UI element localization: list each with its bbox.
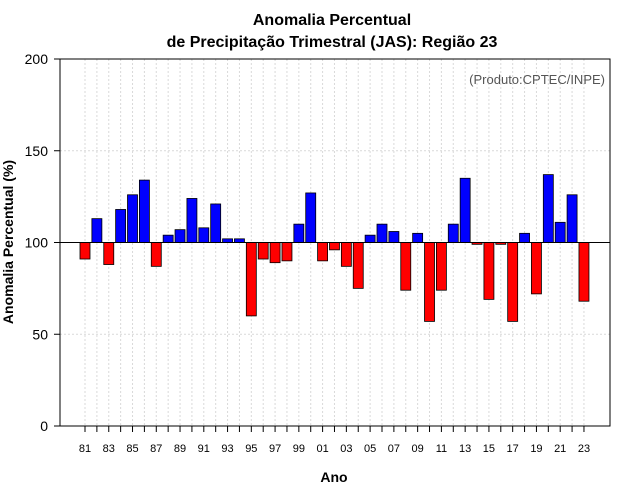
bar-2008 (400, 242, 412, 291)
bar-1988 (162, 234, 174, 243)
bar-1987 (150, 242, 162, 267)
x-tick-label: 81 (79, 443, 91, 455)
x-tick-label: 97 (269, 443, 281, 455)
x-tick-label: 99 (293, 443, 305, 455)
bar-2007 (388, 231, 400, 243)
bar-1990 (186, 198, 198, 243)
grid (60, 59, 610, 426)
y-tick-label: 50 (32, 326, 48, 342)
bar-2013 (459, 177, 471, 243)
bar-1998 (281, 242, 293, 262)
bar-1992 (210, 203, 222, 243)
bar-1996 (257, 242, 269, 260)
credit-text: (Produto:CPTEC/INPE) (469, 72, 605, 87)
y-tick-label: 100 (25, 235, 49, 251)
bar-2003 (340, 242, 352, 267)
bar-2020 (542, 174, 554, 243)
bar-2021 (554, 221, 566, 243)
x-tick-label: 01 (316, 443, 328, 455)
bar-2000 (305, 192, 317, 243)
bar-1999 (293, 223, 305, 243)
x-tick-label: 93 (221, 443, 233, 455)
bar-1991 (198, 227, 210, 243)
bar-1984 (115, 209, 127, 243)
x-tick-label: 19 (530, 443, 542, 455)
x-tick-label: 09 (412, 443, 424, 455)
chart-title-line2: de Precipitação Trimestral (JAS): Região… (167, 34, 498, 51)
bar-2017 (507, 242, 519, 322)
x-tick-label: 05 (364, 443, 376, 455)
y-axis: 0 50 100 150 200 (25, 51, 60, 434)
y-axis-label: Anomalia Percentual (%) (0, 160, 16, 324)
bar-1983 (103, 242, 115, 265)
x-axis: 81 83 85 87 89 91 93 95 97 99 01 03 05 07 09 11 13 15 17 19… (79, 426, 590, 455)
bars (79, 174, 590, 322)
bar-2004 (352, 242, 364, 289)
chart-title-line1: Anomalia Percentual (253, 12, 411, 29)
x-tick-label: 89 (174, 443, 186, 455)
y-tick-label: 0 (40, 418, 48, 434)
x-tick-label: 15 (483, 443, 495, 455)
bar-1986 (138, 179, 150, 243)
y-tick-label: 200 (25, 51, 49, 67)
bar-1985 (127, 194, 138, 243)
bar-2009 (412, 232, 424, 243)
x-tick-label: 91 (198, 443, 210, 455)
bar-2015 (483, 242, 495, 300)
bar-2011 (435, 242, 447, 291)
bar-2019 (531, 242, 542, 295)
x-tick-label: 21 (554, 443, 566, 455)
x-tick-label: 13 (459, 443, 471, 455)
bar-2022 (566, 194, 578, 243)
bar-2023 (578, 242, 590, 302)
bar-2012 (447, 223, 459, 243)
bar-1989 (174, 229, 186, 243)
bar-2006 (376, 223, 388, 243)
x-tick-label: 17 (507, 443, 519, 455)
y-tick-label: 150 (25, 143, 49, 159)
bar-1981 (79, 242, 91, 260)
bar-1994 (234, 238, 245, 243)
bar-2001 (317, 242, 329, 262)
x-axis-label: Ano (320, 469, 347, 485)
bar-1997 (269, 242, 281, 264)
x-tick-label: 03 (340, 443, 352, 455)
x-tick-label: 95 (245, 443, 257, 455)
x-tick-label: 11 (436, 443, 447, 455)
bar-1995 (245, 242, 257, 317)
x-tick-label: 83 (103, 443, 115, 455)
bar-2002 (329, 242, 340, 251)
bar-2010 (424, 242, 435, 322)
bar-2005 (364, 234, 376, 243)
x-tick-label: 07 (388, 443, 400, 455)
x-tick-label: 23 (578, 443, 590, 455)
x-tick-label: 87 (150, 443, 162, 455)
bar-1982 (91, 218, 103, 243)
bar-1993 (222, 238, 233, 243)
bar-2018 (519, 232, 530, 243)
x-tick-label: 85 (126, 443, 138, 455)
